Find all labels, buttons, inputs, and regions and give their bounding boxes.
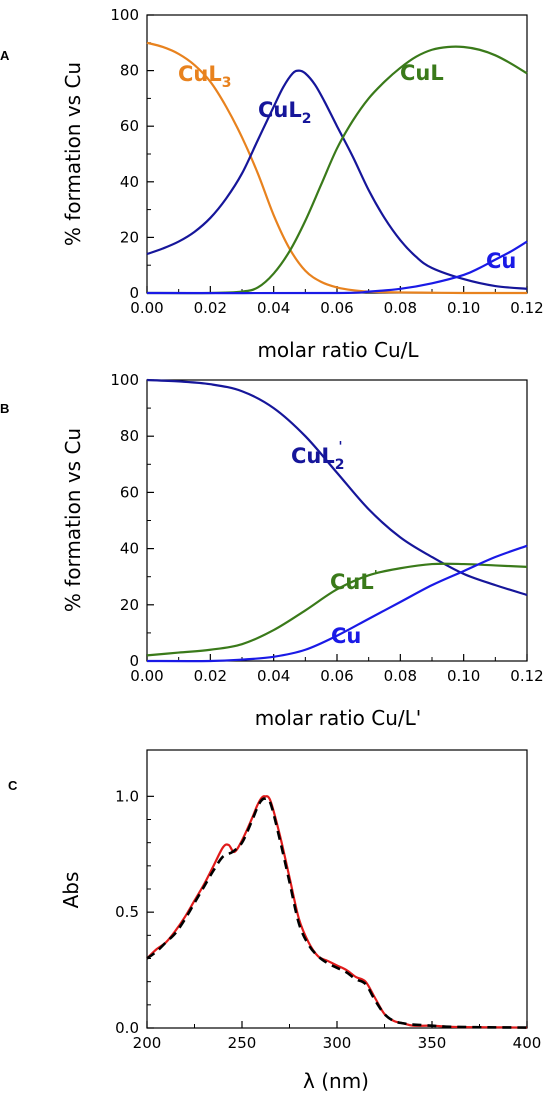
x-axis-title-a: molar ratio Cu/L — [257, 338, 419, 362]
series-label-cul3: CuL3 — [178, 62, 232, 91]
x-tick-label: 0.04 — [257, 667, 290, 685]
y-tick-label: 0 — [129, 652, 139, 670]
x-tick-label: 200 — [133, 1034, 162, 1052]
x-tick-label: 0.02 — [194, 299, 227, 317]
y-tick-label: 60 — [120, 117, 139, 135]
ticks-c: 200 250 300 350 400 0.0 0.5 1.0 — [115, 787, 541, 1052]
panel-c: C 200 250 300 350 400 0.0 0.5 1.0 λ (nm) Abs — [8, 749, 541, 1093]
y-tick-label: 20 — [120, 228, 139, 246]
series-line-cu — [146, 544, 528, 663]
panel-label-c: C — [8, 778, 18, 793]
y-tick-label: 100 — [110, 371, 139, 389]
y-tick-label: 0.5 — [115, 903, 139, 921]
x-tick-label: 0.04 — [257, 299, 290, 317]
series-line-cul3 — [146, 41, 528, 295]
y-tick-label: 0 — [129, 284, 139, 302]
y-tick-label: 40 — [120, 173, 139, 191]
y-axis-title-c: Abs — [59, 872, 83, 909]
x-tick-label: 0.06 — [320, 667, 353, 685]
plot-frame-b — [146, 379, 528, 662]
series-label-cul2: CuL2 — [258, 98, 312, 127]
series-line-cu — [146, 240, 528, 295]
series-line-measured — [146, 795, 528, 1029]
x-axis-title-c: λ (nm) — [303, 1069, 369, 1093]
ticks-a: 0.00 0.02 0.04 0.06 0.08 0.10 0.12 0 20 40 60 80 100 — [110, 6, 543, 317]
x-tick-label: 0.00 — [130, 667, 163, 685]
panel-label-b: B — [0, 401, 9, 416]
x-tick-label: 250 — [228, 1034, 257, 1052]
y-tick-label: 40 — [120, 540, 139, 558]
y-tick-label: 0.0 — [115, 1019, 139, 1037]
y-tick-label: 1.0 — [115, 787, 139, 805]
panel-a: A 0.00 0.02 0.04 0.06 0.08 0.10 0.12 0 20 40 60 80 1… — [0, 6, 544, 362]
series-label-cul-prime: CuL' — [330, 569, 378, 594]
x-tick-label: 0.06 — [320, 299, 353, 317]
series-label-cu-a: Cu — [486, 249, 516, 273]
x-tick-label: 0.10 — [447, 299, 480, 317]
series-line-calculated — [146, 797, 528, 1029]
series-line-cul- — [146, 562, 528, 657]
series-line-cul2- — [146, 378, 528, 597]
series-label-cu-b: Cu — [331, 624, 361, 648]
y-tick-label: 80 — [120, 427, 139, 445]
curves-c — [146, 795, 528, 1029]
y-axis-title-b: % formation vs Cu — [61, 428, 85, 612]
x-tick-label: 0.08 — [384, 299, 417, 317]
x-tick-label: 400 — [513, 1034, 542, 1052]
panel-b: B 0.00 0.02 0.04 0.06 0.08 0.10 0.12 0 20 40 60 80 1… — [0, 371, 544, 730]
x-tick-label: 0.12 — [510, 299, 543, 317]
series-line-cul — [146, 45, 528, 295]
curves-a — [146, 41, 528, 295]
x-tick-label: 0.02 — [194, 667, 227, 685]
x-tick-label: 0.08 — [384, 667, 417, 685]
x-tick-label: 0.00 — [130, 299, 163, 317]
series-line-cul2 — [146, 69, 528, 290]
x-tick-label: 350 — [418, 1034, 447, 1052]
y-tick-label: 60 — [120, 483, 139, 501]
curves-b — [146, 378, 528, 663]
series-label-cul2-prime: CuL2' — [291, 440, 345, 473]
y-tick-label: 100 — [110, 6, 139, 24]
y-tick-label: 20 — [120, 596, 139, 614]
ticks-b: 0.00 0.02 0.04 0.06 0.08 0.10 0.12 0 20 40 60 80 100 — [110, 371, 543, 685]
panel-label-a: A — [0, 48, 10, 63]
y-tick-label: 80 — [120, 62, 139, 80]
x-tick-label: 0.10 — [447, 667, 480, 685]
y-axis-title-a: % formation vs Cu — [61, 62, 85, 246]
x-tick-label: 300 — [323, 1034, 352, 1052]
x-tick-label: 0.12 — [510, 667, 543, 685]
x-axis-title-b: molar ratio Cu/L' — [255, 706, 422, 730]
plot-frame-a — [146, 14, 528, 294]
series-label-cul: CuL — [400, 61, 444, 85]
